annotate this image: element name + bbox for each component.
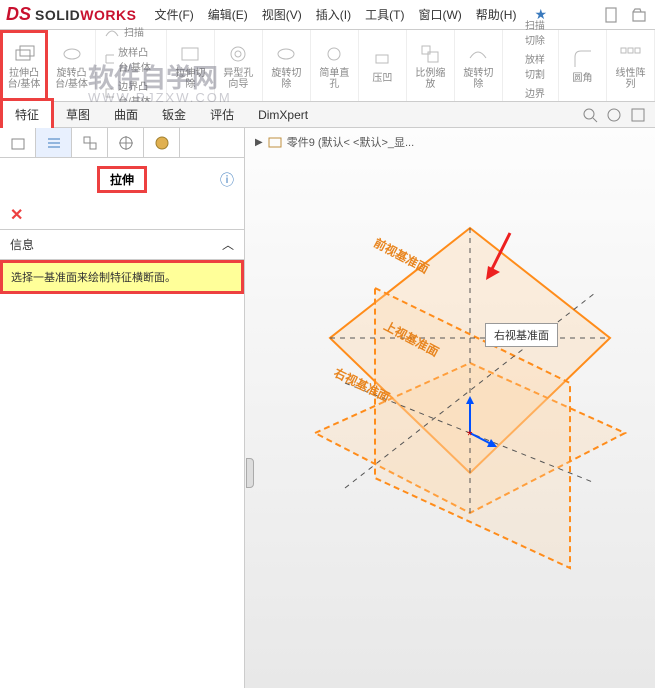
sweep-cut-button[interactable]: 扫描切除	[511, 17, 550, 47]
simple-hole-button[interactable]: 简单直 孔	[311, 30, 359, 101]
breadcrumb: ▶ 零件9 (默认< <默认>_显...	[255, 134, 414, 150]
scale-icon	[418, 42, 442, 66]
menu-tools[interactable]: 工具(T)	[365, 6, 404, 23]
hole-wizard-label: 异型孔 向导	[223, 68, 253, 90]
tab-feature[interactable]: 特征	[0, 98, 54, 131]
scale-button[interactable]: 比例缩 放	[407, 30, 455, 101]
revolve-boss-button[interactable]: 旋转凸 台/基体	[48, 30, 96, 101]
dome-button[interactable]: 旋转切 除	[455, 30, 503, 101]
fillet-icon	[571, 47, 595, 71]
tab-surface[interactable]: 曲面	[102, 101, 150, 128]
simple-hole-icon	[322, 42, 346, 66]
menu-insert[interactable]: 插入(I)	[316, 6, 351, 23]
panel-title: 拉伸	[97, 166, 147, 193]
feature-manager-panel: 拉伸 ⓘ ✕ 信息 ︿ 选择一基准面来绘制特征横断面。	[0, 128, 245, 688]
sweep-cut-icon	[511, 24, 521, 40]
panel-collapse-handle[interactable]	[246, 458, 254, 488]
view-zoom-icon[interactable]	[581, 106, 599, 124]
extrude-boss-button[interactable]: 拉伸凸 台/基体	[0, 30, 48, 101]
info-header[interactable]: 信息 ︿	[0, 230, 244, 260]
press-icon	[370, 47, 394, 71]
panel-tab-dim[interactable]	[108, 128, 144, 157]
linear-pattern-button[interactable]: 线性阵 列	[607, 30, 655, 101]
hole-wizard-icon	[226, 42, 250, 66]
tab-sheetmetal[interactable]: 钣金	[150, 101, 198, 128]
reference-planes: *	[295, 218, 645, 598]
view-display-icon[interactable]	[605, 106, 623, 124]
info-message: 选择一基准面来绘制特征横断面。	[0, 260, 244, 294]
menu-edit[interactable]: 编辑(E)	[208, 6, 248, 23]
extrude-cut-button[interactable]: 拉伸切 除	[167, 30, 215, 101]
tab-evaluate[interactable]: 评估	[198, 101, 246, 128]
logo-works: WORKS	[80, 7, 136, 23]
open-doc-icon[interactable]	[631, 6, 649, 24]
ribbon-toolbar: 拉伸凸 台/基体 旋转凸 台/基体 扫描 放样凸台/基体 边界凸台/基体 拉伸切…	[0, 30, 655, 102]
app-logo: DS SOLIDWORKS	[6, 4, 136, 25]
hole-wizard-button[interactable]: 异型孔 向导	[215, 30, 263, 101]
loft-cut-icon	[511, 58, 521, 74]
menu-window[interactable]: 窗口(W)	[418, 6, 461, 23]
annotation-arrow-icon	[480, 228, 520, 288]
revolve-icon	[60, 42, 84, 66]
loft-button[interactable]: 放样凸台/基体	[104, 44, 158, 74]
part-icon	[267, 134, 283, 150]
breadcrumb-part[interactable]: 零件9 (默认< <默认>_显...	[287, 134, 414, 150]
3d-viewport[interactable]: ▶ 零件9 (默认< <默认>_显... * 前视基准面 上视基准面 右视基准	[245, 128, 655, 688]
panel-tab-appearance[interactable]	[144, 128, 180, 157]
breadcrumb-arrow-icon[interactable]: ▶	[255, 137, 263, 148]
ds-logo-icon: DS	[6, 4, 31, 25]
press-button[interactable]: 压凹	[359, 30, 407, 101]
command-tab-bar: 特征 草图 曲面 钣金 评估 DimXpert	[0, 102, 655, 128]
new-doc-icon[interactable]	[603, 6, 621, 24]
loft-cut-button[interactable]: 放样切割	[511, 51, 550, 81]
collapse-icon[interactable]: ︿	[222, 236, 234, 253]
boundary-icon	[104, 85, 114, 101]
dome-icon	[466, 42, 490, 66]
menu-bar: DS SOLIDWORKS 文件(F) 编辑(E) 视图(V) 插入(I) 工具…	[0, 0, 655, 30]
panel-tab-strip	[0, 128, 244, 158]
tab-dimxpert[interactable]: DimXpert	[246, 103, 320, 127]
extrude-cut-icon	[178, 42, 202, 66]
sphere-icon	[153, 134, 171, 152]
cut-group: 扫描切除 放样切割 边界切除	[503, 30, 559, 101]
info-section: 信息 ︿ 选择一基准面来绘制特征横断面。	[0, 229, 244, 294]
panel-tab-feature-tree[interactable]	[0, 128, 36, 157]
extrude-label: 拉伸凸 台/基体	[8, 68, 41, 90]
revolve-label: 旋转凸 台/基体	[55, 68, 88, 90]
cube-icon	[9, 134, 27, 152]
extrude-icon	[12, 42, 36, 66]
info-label: 信息	[10, 236, 34, 253]
panel-tab-property[interactable]	[36, 128, 72, 157]
extrude-cut-label: 拉伸切 除	[175, 68, 205, 90]
revolve-cut-button[interactable]: 旋转切 除	[263, 30, 311, 101]
logo-solid: SOLID	[35, 7, 80, 23]
menu-view[interactable]: 视图(V)	[262, 6, 302, 23]
panel-header: 拉伸 ⓘ	[0, 158, 244, 201]
sweep-group: 扫描 放样凸台/基体 边界凸台/基体	[96, 30, 167, 101]
view-render-icon[interactable]	[629, 106, 647, 124]
revolve-cut-icon	[274, 42, 298, 66]
loft-icon	[104, 51, 114, 67]
panel-tab-config[interactable]	[72, 128, 108, 157]
sweep-icon	[104, 24, 120, 40]
help-icon[interactable]: ⓘ	[220, 170, 234, 190]
plane-tooltip: 右视基准面	[485, 323, 558, 347]
fillet-button[interactable]: 圆角	[559, 30, 607, 101]
workspace: 拉伸 ⓘ ✕ 信息 ︿ 选择一基准面来绘制特征横断面。 ▶ 零件9 (默认< <…	[0, 128, 655, 688]
svg-text:*: *	[467, 427, 473, 443]
cancel-button[interactable]: ✕	[0, 201, 244, 229]
sweep-button[interactable]: 扫描	[104, 24, 158, 40]
menu-file[interactable]: 文件(F)	[154, 6, 193, 23]
config-icon	[81, 134, 99, 152]
list-icon	[45, 134, 63, 152]
pattern-icon	[619, 42, 643, 66]
target-icon	[117, 134, 135, 152]
tab-sketch[interactable]: 草图	[54, 101, 102, 128]
